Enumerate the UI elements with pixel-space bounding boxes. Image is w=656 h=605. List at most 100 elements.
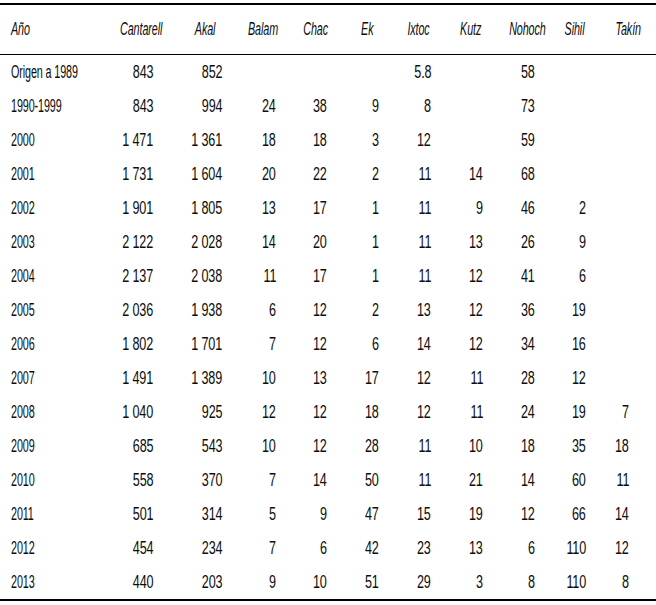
value-cell: 501 [106, 497, 174, 531]
value-cell: 10 [236, 429, 290, 463]
value-cell: 13 [393, 293, 445, 327]
value-cell: 8 [393, 89, 445, 123]
value-cell: 68 [497, 157, 549, 191]
value-cell: 1 802 [106, 327, 174, 361]
value-cell: 66 [549, 497, 600, 531]
value-cell: 73 [497, 89, 549, 123]
column-header-ano: Año [0, 4, 106, 55]
value-cell [549, 157, 600, 191]
value-cell: 19 [549, 293, 600, 327]
value-cell: 11 [393, 191, 445, 225]
value-cell: 21 [445, 463, 497, 497]
value-cell: 994 [174, 89, 236, 123]
value-cell: 8 [600, 565, 656, 600]
value-cell: 18 [236, 123, 290, 157]
value-cell: 925 [174, 395, 236, 429]
value-cell: 26 [497, 225, 549, 259]
value-cell: 11 [393, 463, 445, 497]
table-row: 20032 1222 028142011113269 [0, 225, 656, 259]
value-cell: 15 [393, 497, 445, 531]
value-cell: 20 [290, 225, 341, 259]
value-cell: 6 [341, 327, 393, 361]
year-cell: 2001 [0, 157, 106, 191]
column-header-balam: Balam [236, 4, 290, 55]
year-cell: 2005 [0, 293, 106, 327]
value-cell [600, 293, 656, 327]
year-cell: 2007 [0, 361, 106, 395]
value-cell [290, 55, 341, 90]
value-cell: 17 [290, 191, 341, 225]
value-cell [549, 55, 600, 90]
year-cell: 2011 [0, 497, 106, 531]
value-cell: 1 [341, 191, 393, 225]
value-cell: 58 [497, 55, 549, 90]
value-cell: 13 [290, 361, 341, 395]
value-cell: 1 471 [106, 123, 174, 157]
value-cell: 24 [497, 395, 549, 429]
table-row: 201245423476422313611012 [0, 531, 656, 565]
value-cell: 22 [290, 157, 341, 191]
value-cell: 12 [393, 395, 445, 429]
value-cell: 17 [290, 259, 341, 293]
value-cell: 11 [393, 259, 445, 293]
year-cell: 1990-1999 [0, 89, 106, 123]
year-cell: 2009 [0, 429, 106, 463]
value-cell: 3 [445, 565, 497, 600]
value-cell: 12 [393, 361, 445, 395]
value-cell: 1 701 [174, 327, 236, 361]
column-header-nohoch: Nohoch [497, 4, 549, 55]
value-cell: 36 [497, 293, 549, 327]
value-cell: 41 [497, 259, 549, 293]
value-cell: 2 028 [174, 225, 236, 259]
table-row: 20134402039105129381108 [0, 565, 656, 600]
value-cell: 543 [174, 429, 236, 463]
value-cell: 11 [393, 157, 445, 191]
value-cell: 2 038 [174, 259, 236, 293]
value-cell: 11 [393, 225, 445, 259]
value-cell: 6 [236, 293, 290, 327]
table-row: 20011 7311 60420222111468 [0, 157, 656, 191]
column-header-cantarell: Cantarell [106, 4, 174, 55]
value-cell: 59 [497, 123, 549, 157]
value-cell: 203 [174, 565, 236, 600]
value-cell [600, 89, 656, 123]
value-cell: 10 [445, 429, 497, 463]
value-cell: 19 [445, 497, 497, 531]
value-cell: 10 [236, 361, 290, 395]
value-cell: 12 [393, 123, 445, 157]
year-cell: 2010 [0, 463, 106, 497]
value-cell: 370 [174, 463, 236, 497]
value-cell: 11 [600, 463, 656, 497]
value-cell: 10 [290, 565, 341, 600]
value-cell: 50 [341, 463, 393, 497]
value-cell: 2 [341, 157, 393, 191]
value-cell: 38 [290, 89, 341, 123]
value-cell: 9 [290, 497, 341, 531]
value-cell [445, 89, 497, 123]
value-cell: 46 [497, 191, 549, 225]
value-cell [600, 157, 656, 191]
value-cell: 12 [445, 293, 497, 327]
value-cell [600, 327, 656, 361]
value-cell: 12 [236, 395, 290, 429]
table-header: AñoCantarellAkalBalamChacEkIxtocKutzNoho… [0, 4, 656, 55]
value-cell: 17 [341, 361, 393, 395]
value-cell: 1 361 [174, 123, 236, 157]
value-cell [600, 55, 656, 90]
value-cell: 13 [236, 191, 290, 225]
value-cell: 7 [236, 463, 290, 497]
value-cell: 12 [290, 395, 341, 429]
value-cell: 18 [290, 123, 341, 157]
value-cell: 14 [445, 157, 497, 191]
document-page: AñoCantarellAkalBalamChacEkIxtocKutzNoho… [0, 0, 656, 605]
value-cell: 14 [236, 225, 290, 259]
value-cell: 1 389 [174, 361, 236, 395]
table-row: 201150131459471519126614 [0, 497, 656, 531]
value-cell: 9 [549, 225, 600, 259]
value-cell: 7 [236, 531, 290, 565]
table-row: 20071 4911 38910131712112812 [0, 361, 656, 395]
value-cell: 13 [445, 531, 497, 565]
value-cell: 2 122 [106, 225, 174, 259]
value-cell: 454 [106, 531, 174, 565]
value-cell: 34 [497, 327, 549, 361]
